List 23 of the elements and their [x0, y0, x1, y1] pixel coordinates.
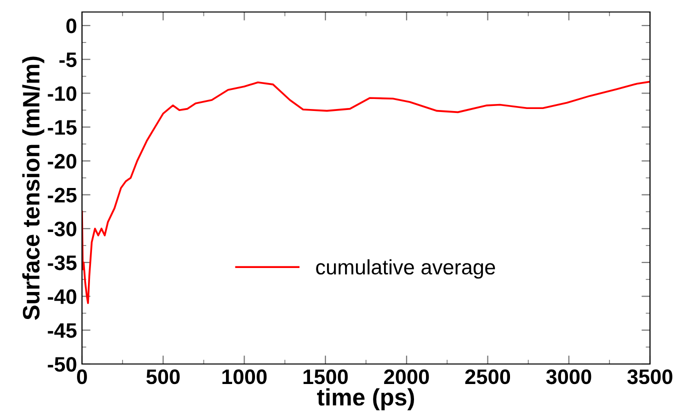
y-tick-label: 0 [66, 18, 76, 34]
y-tick-label: -15 [48, 120, 77, 135]
x-tick-label: 3500 [627, 369, 672, 384]
x-tick-label: 2000 [384, 369, 429, 384]
legend-label: cumulative average [316, 259, 495, 279]
x-tick-label: 1500 [304, 369, 348, 384]
x-tick-label: 500 [146, 369, 180, 384]
x-tick-label: 1000 [222, 369, 267, 384]
x-tick-label: 0 [77, 369, 87, 384]
y-tick-label: -50 [48, 357, 76, 372]
y-tick-label: -35 [48, 255, 77, 270]
y-tick-label: -25 [48, 188, 77, 203]
y-tick-label: -40 [48, 289, 76, 304]
x-tick-label: 2500 [465, 369, 510, 384]
y-tick-label: -20 [48, 154, 76, 169]
x-axis-title: time (ps) [317, 388, 414, 410]
y-tick-label: -45 [48, 323, 77, 338]
x-tick-label: 3000 [546, 369, 592, 384]
line-series [82, 80, 650, 304]
y-tick-label: -5 [59, 52, 77, 68]
y-tick-label: -30 [48, 222, 76, 236]
y-tick-label: -10 [48, 86, 76, 101]
y-axis-title: Surface tension (mN/m) [22, 56, 44, 320]
